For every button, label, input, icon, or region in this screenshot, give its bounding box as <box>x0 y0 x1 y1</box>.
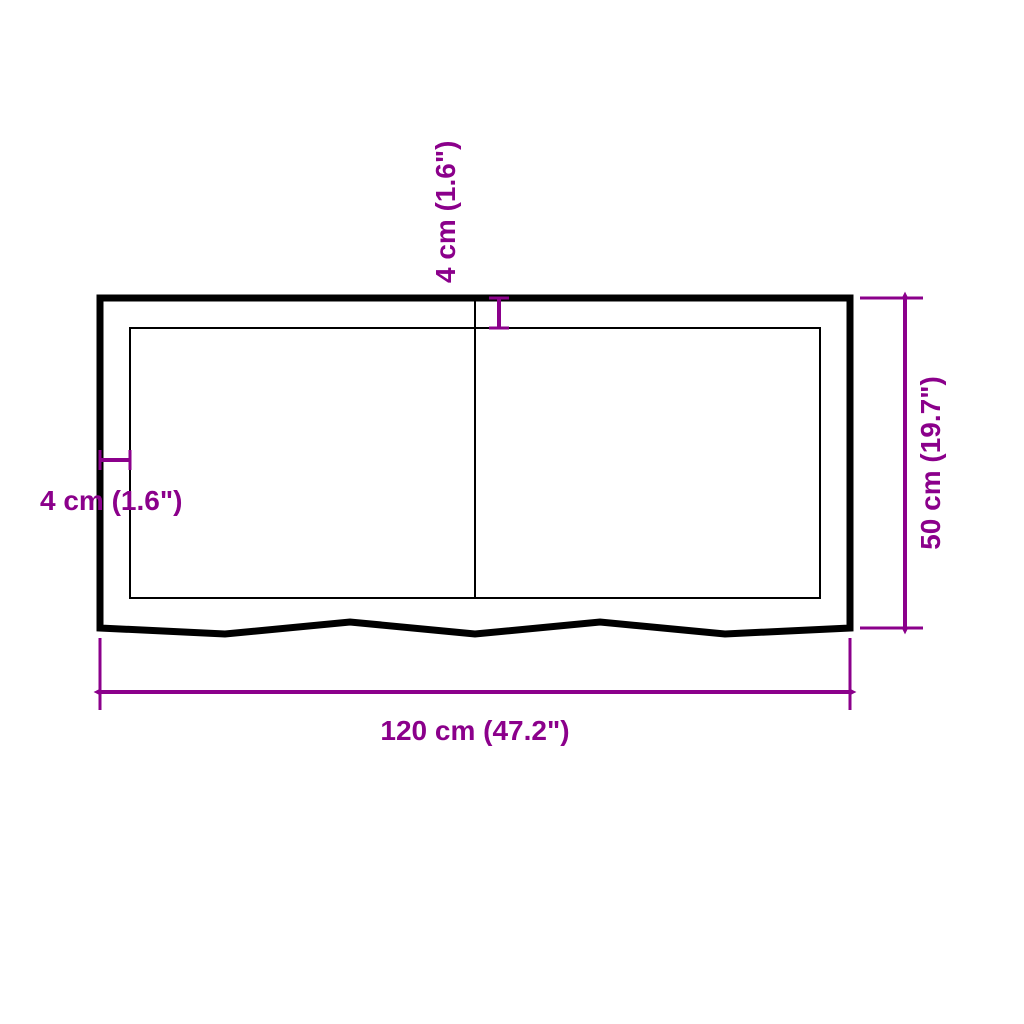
width-label: 120 cm (47.2") <box>380 715 569 746</box>
dimension-diagram: 120 cm (47.2") 50 cm (19.7") 4 cm (1.6") 4 … <box>0 0 1024 1024</box>
frame-left-label: 4 cm (1.6") <box>40 485 182 516</box>
height-label: 50 cm (19.7") <box>915 376 946 550</box>
frame-center-label: 4 cm (1.6") <box>430 141 461 283</box>
